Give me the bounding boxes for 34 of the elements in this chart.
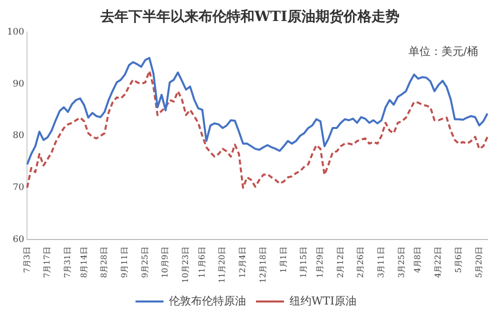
x-tick-label: 1月15日 (299, 246, 308, 278)
x-tick-label: 7月31日 (62, 246, 72, 278)
x-tick-label: 1月29日 (315, 246, 324, 278)
y-tick-label: 80 (12, 131, 24, 142)
x-tick-label: 4月8日 (413, 246, 422, 273)
x-tick-label: 1月1日 (278, 246, 288, 273)
x-tick-label: 12月18日 (258, 246, 268, 283)
x-tick-label: 7月17日 (42, 246, 52, 278)
x-tick-label: 5月20日 (474, 246, 484, 278)
x-tick-label: 5月6日 (454, 246, 463, 273)
x-tick-label: 12月4日 (238, 246, 248, 278)
x-tick-label: 10月9日 (160, 246, 170, 278)
x-tick-label: 8月14日 (79, 246, 88, 278)
x-tick-label: 2月12日 (336, 246, 345, 278)
x-tick-label: 11月6日 (197, 246, 206, 278)
x-tick-label: 9月25日 (140, 246, 150, 278)
x-tick-label: 3月11日 (376, 246, 386, 278)
annotation: 单位：美元/桶 (408, 44, 478, 59)
x-tick-label: 2月26日 (356, 246, 366, 278)
y-tick-label: 90 (12, 79, 24, 90)
y-tick-label: 70 (12, 183, 24, 194)
x-tick-label: 8月28日 (100, 246, 109, 278)
x-tick-label: 11月20日 (218, 246, 227, 283)
x-tick-label: 7月3日 (22, 246, 32, 273)
y-tick-label: 100 (6, 27, 24, 38)
x-tick-label: 9月11日 (120, 246, 130, 278)
legend-label: 纽约WTI原油 (290, 294, 357, 308)
legend-label: 伦敦布伦特原油 (169, 294, 246, 308)
y-tick-label: 60 (12, 234, 24, 245)
x-tick-label: 3月25日 (396, 246, 406, 278)
x-tick-label: 10月23日 (181, 246, 190, 283)
x-tick-label: 4月22日 (434, 246, 443, 278)
chart-title: 去年下半年以来布伦特和WTI原油期货价格走势 (100, 8, 400, 26)
line-series (26, 70, 488, 189)
